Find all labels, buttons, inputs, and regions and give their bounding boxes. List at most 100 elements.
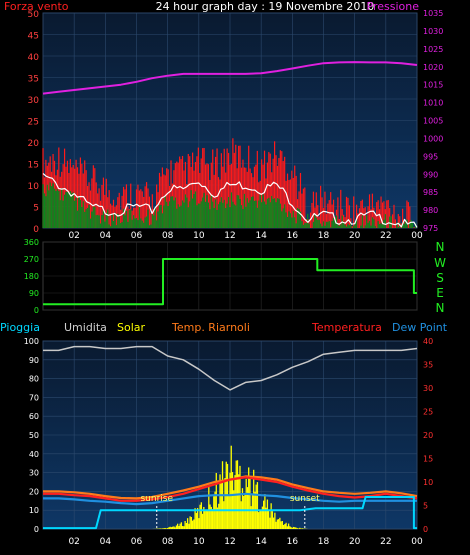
legend-temperatura: Temperatura [311, 321, 382, 334]
pressure-right-axis: 975 980 985 990 995 1000 1005 1010 1015 1020 1025 1… [423, 9, 443, 233]
left-tick-label: 270 [24, 255, 39, 264]
header-right-label: Pressione [367, 0, 420, 13]
left-tick-label: 50 [28, 10, 40, 20]
x-tick-label: 16 [287, 231, 299, 241]
x-tick-label: 20 [349, 231, 361, 241]
x-tick-label: 14 [255, 537, 267, 547]
x-tick-label: 22 [380, 537, 391, 547]
x-tick-label: 02 [68, 537, 79, 547]
right-tick-label: 1000 [423, 134, 443, 143]
compass-n: N [436, 240, 445, 254]
temp-right-axis: 0 5 10 15 20 25 30 35 40 [423, 337, 433, 534]
left-tick-label: 180 [24, 272, 39, 281]
left-tick-label: 10 [29, 506, 39, 515]
left-tick-label: 40 [29, 450, 39, 459]
right-tick-label: 35 [423, 361, 433, 370]
direction-series [43, 258, 417, 306]
x-tick-label: 20 [349, 537, 361, 547]
x-tick-label: 16 [287, 537, 299, 547]
x-tick-label: 18 [318, 537, 330, 547]
right-tick-label: 15 [423, 455, 433, 464]
x-tick-label: 04 [100, 537, 112, 547]
sunrise-label: sunrise [140, 494, 173, 504]
right-tick-label: 30 [423, 384, 433, 393]
right-tick-label: 1010 [423, 99, 443, 108]
compass-w: W [434, 256, 446, 270]
rain-line [43, 496, 417, 530]
left-tick-label: 80 [29, 375, 39, 384]
right-tick-label: 10 [423, 478, 433, 487]
right-tick-label: 1005 [423, 117, 443, 126]
right-tick-label: 1015 [423, 81, 443, 90]
wind-series [42, 61, 418, 228]
left-tick-label: 70 [29, 393, 39, 402]
x-tick-label: 08 [162, 231, 174, 241]
left-tick-label: 35 [28, 75, 39, 85]
wind-average-line [42, 173, 418, 228]
left-tick-label: 60 [29, 412, 39, 421]
right-tick-label: 5 [423, 502, 428, 511]
left-tick-label: 20 [29, 487, 39, 496]
temp-left-axis: 0 10 20 30 40 50 60 70 80 90 100 [24, 337, 39, 534]
left-tick-label: 100 [24, 337, 39, 346]
direction-line [43, 258, 417, 306]
right-tick-label: 1030 [423, 27, 443, 36]
x-tick-label: 10 [193, 231, 205, 241]
left-tick-label: 0 [33, 225, 39, 235]
right-tick-label: 20 [423, 431, 433, 440]
right-tick-label: 0 [423, 525, 428, 534]
temp-x-axis: 02 04 06 08 10 12 14 16 18 20 22 00 [68, 537, 423, 547]
x-tick-label: 02 [68, 231, 79, 241]
legend-umidita: Umidita [64, 321, 107, 334]
left-tick-label: 20 [28, 139, 40, 149]
legend-solar: Solar [117, 321, 146, 334]
x-tick-label: 06 [131, 537, 143, 547]
dew-point-line [43, 492, 417, 506]
sun-markers: sunrise sunset [140, 494, 320, 529]
legend-dew-point: Dew Point [392, 321, 448, 334]
right-tick-label: 985 [423, 188, 438, 197]
left-tick-label: 25 [28, 118, 39, 128]
right-tick-label: 975 [423, 224, 438, 233]
right-tick-label: 995 [423, 152, 438, 161]
x-tick-label: 22 [380, 231, 391, 241]
left-tick-label: 90 [29, 289, 39, 298]
left-tick-label: 30 [29, 469, 39, 478]
legend-temp-riarnoli: Temp. Riarnoli [171, 321, 250, 334]
x-tick-label: 18 [318, 231, 330, 241]
x-tick-label: 14 [255, 231, 267, 241]
left-tick-label: 30 [28, 96, 40, 106]
header-left-label: Forza vento [4, 0, 69, 13]
sunset-label: sunset [290, 494, 320, 504]
left-tick-label: 15 [28, 161, 39, 171]
temperature-line [43, 476, 418, 502]
right-tick-label: 980 [423, 206, 438, 215]
right-tick-label: 40 [423, 337, 433, 346]
direction-left-axis: 0 90 180 270 360 [24, 238, 39, 315]
left-tick-label: 50 [29, 431, 39, 440]
x-tick-label: 06 [131, 231, 143, 241]
header-title: 24 hour graph day : 19 Novembre 2010 [156, 0, 375, 13]
left-tick-label: 0 [34, 306, 39, 315]
left-tick-label: 45 [28, 32, 39, 42]
compass-e: E [436, 286, 444, 300]
compass-n2: N [436, 301, 445, 315]
wind-x-axis: 02 04 06 08 10 12 14 16 18 20 22 00 [68, 231, 423, 241]
x-tick-label: 00 [411, 231, 423, 241]
right-tick-label: 990 [423, 170, 438, 179]
compass-labels: N W S E N [434, 240, 446, 315]
left-tick-label: 0 [34, 525, 39, 534]
pressure-line [42, 61, 418, 95]
left-tick-label: 5 [33, 204, 39, 214]
x-tick-label: 12 [224, 231, 235, 241]
left-tick-label: 360 [24, 238, 39, 247]
right-tick-label: 25 [423, 408, 433, 417]
legend-pioggia: Pioggia [0, 321, 40, 334]
right-tick-label: 1025 [423, 45, 443, 54]
left-tick-label: 90 [29, 356, 39, 365]
left-tick-label: 40 [28, 53, 40, 63]
left-tick-label: 10 [28, 182, 40, 192]
right-tick-label: 1035 [423, 9, 443, 18]
humidity-line [43, 345, 418, 391]
